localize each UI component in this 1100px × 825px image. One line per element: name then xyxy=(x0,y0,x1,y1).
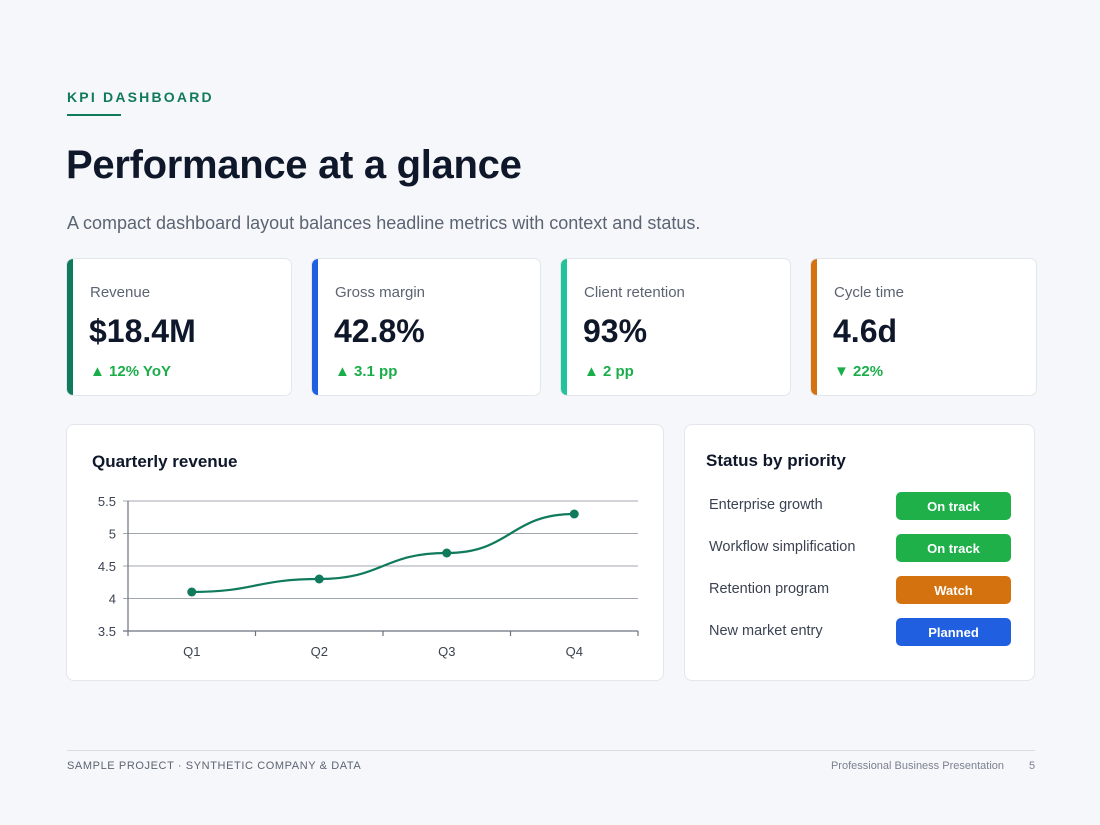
kpi-delta: ▼ 22% xyxy=(834,363,884,380)
y-tick-label: 5.5 xyxy=(98,494,116,509)
kpi-value: 93% xyxy=(583,313,648,349)
eyebrow-label: KPI DASHBOARD xyxy=(67,89,214,105)
footer-divider xyxy=(67,750,1035,751)
status-panel: Status by priority Enterprise growth On … xyxy=(684,424,1035,681)
kpi-label: Revenue xyxy=(90,284,151,301)
data-point xyxy=(314,574,324,584)
series-line xyxy=(191,512,575,594)
page-number: 5 xyxy=(1029,760,1036,772)
status-badge: On track xyxy=(896,534,1011,562)
status-item-label: Enterprise growth xyxy=(709,497,823,513)
page-title: Performance at a glance xyxy=(66,143,522,187)
kpi-accent-bar xyxy=(67,259,73,395)
x-tick-label: Q2 xyxy=(311,644,328,659)
eyebrow-underline xyxy=(67,114,121,116)
x-tick-label: Q3 xyxy=(438,644,455,659)
kpi-delta: ▲ 2 pp xyxy=(584,363,634,380)
kpi-card-gross-margin: Gross margin 42.8% ▲ 3.1 pp xyxy=(311,258,541,396)
kpi-card-client-retention: Client retention 93% ▲ 2 pp xyxy=(560,258,791,396)
kpi-value: $18.4M xyxy=(89,313,196,349)
line-chart: 3.5 4 4.5 5 5.5 Q1 Q2 Q3 Q4 xyxy=(98,494,639,659)
status-item-label: Retention program xyxy=(709,581,830,597)
chart-panel: Quarterly revenue 3.5 4 4.5 5 5.5 Q1 Q2 Q3 Q4 xyxy=(66,424,664,681)
footer-title: Professional Business Presentation xyxy=(830,760,1004,772)
kpi-value: 4.6d xyxy=(833,313,898,349)
status-item-label: New market entry xyxy=(709,623,823,639)
kpi-label: Client retention xyxy=(584,284,685,301)
y-tick-label: 4.5 xyxy=(98,559,116,574)
chart-title: Quarterly revenue xyxy=(92,452,238,471)
x-tick-label: Q1 xyxy=(183,644,200,659)
footer-project: SAMPLE PROJECT · SYNTHETIC COMPANY & DAT… xyxy=(67,760,362,772)
kpi-delta: ▲ 12% YoY xyxy=(90,363,171,380)
kpi-card-cycle-time: Cycle time 4.6d ▼ 22% xyxy=(810,258,1037,396)
kpi-accent-bar xyxy=(811,259,817,395)
data-point xyxy=(187,587,197,597)
y-tick-label: 4 xyxy=(109,592,116,607)
kpi-accent-bar xyxy=(561,259,567,395)
y-tick-label: 3.5 xyxy=(98,624,116,639)
y-tick-label: 5 xyxy=(109,527,116,542)
status-badge: Planned xyxy=(896,618,1011,646)
status-item-label: Workflow simplification xyxy=(709,539,856,555)
kpi-label: Gross margin xyxy=(335,284,426,301)
data-point xyxy=(569,509,579,519)
kpi-card-revenue: Revenue $18.4M ▲ 12% YoY xyxy=(66,258,292,396)
page-subtitle: A compact dashboard layout balances head… xyxy=(67,213,701,233)
status-badge: On track xyxy=(896,492,1011,520)
x-tick-label: Q4 xyxy=(566,644,583,659)
kpi-value: 42.8% xyxy=(334,313,425,349)
data-point xyxy=(442,548,452,558)
kpi-label: Cycle time xyxy=(834,284,905,301)
kpi-accent-bar xyxy=(312,259,318,395)
status-title: Status by priority xyxy=(706,451,846,470)
status-badge: Watch xyxy=(896,576,1011,604)
kpi-delta: ▲ 3.1 pp xyxy=(335,363,398,380)
